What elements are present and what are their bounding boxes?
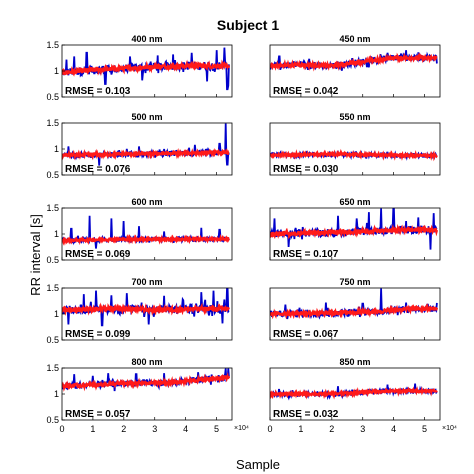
- y-tick-label: 1.5: [46, 40, 59, 50]
- x-tick-label: 1: [90, 424, 95, 434]
- x-tick-label: 3: [152, 424, 157, 434]
- panel-title: 400 nm: [131, 34, 162, 44]
- series-measured-line: [62, 123, 230, 166]
- panel-1: 450 nm RMSE = 0.042: [269, 34, 441, 98]
- series-reference-line: [62, 302, 230, 317]
- x-tick-label: 5: [422, 424, 427, 434]
- y-tick-label: 1.5: [46, 118, 59, 128]
- panel-title: 800 nm: [131, 357, 162, 367]
- series-reference-line: [270, 52, 438, 72]
- y-tick-label: 0.5: [46, 335, 59, 345]
- panels-group: 400 nm 0.5 1 1.5 RMSE = 0.103 450 nm RMSE = 0.…: [46, 34, 456, 434]
- panel-title: 650 nm: [339, 197, 370, 207]
- panel-title: 600 nm: [131, 197, 162, 207]
- rmse-label: RMSE = 0.069: [65, 249, 131, 260]
- series-measured-line: [62, 288, 230, 327]
- rmse-label: RMSE = 0.107: [273, 249, 339, 260]
- x-exponent-label: ×10⁴: [442, 425, 457, 432]
- panel-title: 700 nm: [131, 277, 162, 287]
- y-tick-label: 0.5: [46, 170, 59, 180]
- y-tick-label: 0.5: [46, 415, 59, 425]
- panel-frame: [269, 122, 441, 176]
- x-tick-label: 4: [183, 424, 188, 434]
- x-tick-label: 1: [298, 424, 303, 434]
- panel-9: 850 nm 0 1 2 3 4 5 ×10⁴ RMSE = 0.032: [267, 357, 456, 434]
- y-tick-label: 1: [54, 229, 59, 239]
- panel-8: 800 nm 0 1 2 3 4 5 ×10⁴ 0.5 1 1.5 RMSE = 0.057: [46, 357, 248, 434]
- x-exponent-label: ×10⁴: [234, 425, 249, 432]
- panel-2: 500 nm 0.5 1 1.5 RMSE = 0.076: [46, 112, 233, 180]
- panel-title: 850 nm: [339, 357, 370, 367]
- x-tick-label: 5: [214, 424, 219, 434]
- y-tick-label: 1.5: [46, 203, 59, 213]
- panel-5: 650 nm RMSE = 0.107: [269, 197, 441, 261]
- series-reference-line: [270, 386, 438, 400]
- y-tick-label: 0.5: [46, 92, 59, 102]
- panel-4: 600 nm 0.5 1 1.5 RMSE = 0.069: [46, 197, 233, 265]
- panel-frame: [269, 207, 441, 261]
- x-axis-label: Sample: [236, 457, 280, 472]
- rmse-label: RMSE = 0.067: [273, 329, 339, 340]
- series-reference-line: [62, 147, 230, 161]
- panel-title: 450 nm: [339, 34, 370, 44]
- panel-3: 550 nm RMSE = 0.030: [269, 112, 441, 176]
- rmse-label: RMSE = 0.099: [65, 329, 131, 340]
- panel-frame: [269, 44, 441, 98]
- series-reference-line: [270, 148, 438, 162]
- rmse-label: RMSE = 0.030: [273, 164, 339, 175]
- rmse-label: RMSE = 0.103: [65, 86, 131, 97]
- y-tick-label: 1: [54, 66, 59, 76]
- y-tick-label: 1: [54, 309, 59, 319]
- y-tick-label: 1: [54, 389, 59, 399]
- x-tick-label: 2: [329, 424, 334, 434]
- rmse-label: RMSE = 0.057: [65, 409, 131, 420]
- y-tick-label: 1: [54, 144, 59, 154]
- y-tick-label: 1.5: [46, 283, 59, 293]
- chart-title: Subject 1: [217, 17, 279, 33]
- series-measured-line: [62, 215, 230, 249]
- y-tick-label: 1.5: [46, 363, 59, 373]
- y-tick-label: 0.5: [46, 255, 59, 265]
- panel-title: 550 nm: [339, 112, 370, 122]
- panel-frame: [269, 367, 441, 421]
- rmse-label: RMSE = 0.032: [273, 409, 339, 420]
- panel-7: 750 nm RMSE = 0.067: [269, 277, 441, 341]
- x-tick-label: 2: [121, 424, 126, 434]
- x-tick-label: 4: [391, 424, 396, 434]
- panel-6: 700 nm 0.5 1 1.5 RMSE = 0.099: [46, 277, 233, 345]
- series-reference-line: [62, 233, 230, 246]
- x-tick-label: 3: [360, 424, 365, 434]
- x-tick-label: 0: [59, 424, 64, 434]
- series-reference-line: [62, 59, 231, 77]
- panel-frame: [269, 287, 441, 341]
- series-reference-line: [270, 302, 439, 320]
- panel-title: 750 nm: [339, 277, 370, 287]
- series-reference-line: [270, 223, 439, 240]
- panel-0: 400 nm 0.5 1 1.5 RMSE = 0.103: [46, 34, 233, 102]
- x-tick-label: 0: [267, 424, 272, 434]
- rmse-label: RMSE = 0.076: [65, 164, 131, 175]
- panel-title: 500 nm: [131, 112, 162, 122]
- rmse-label: RMSE = 0.042: [273, 86, 339, 97]
- series-reference-line: [62, 372, 231, 392]
- y-axis-label: RR interval [s]: [28, 214, 43, 296]
